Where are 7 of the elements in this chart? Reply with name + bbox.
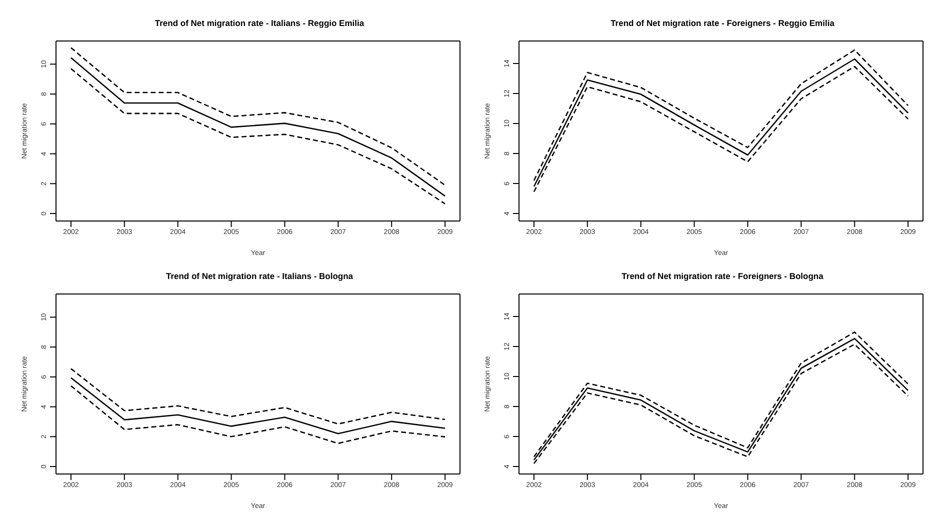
line-series: [70, 377, 446, 434]
chart-title: Trend of Net migration rate - Italians - Reggio Emilia: [154, 17, 366, 30]
chart-title: Trend of Net migration rate - Italians - Bologna: [164, 270, 354, 283]
chart-title: Trend of Net migration rate - Foreigners - Bologna: [620, 270, 824, 283]
line-series: [70, 385, 446, 444]
chart-title: Trend of Net migration rate - Foreigners - Reggio Emilia: [610, 17, 836, 30]
line-series: [70, 368, 446, 425]
